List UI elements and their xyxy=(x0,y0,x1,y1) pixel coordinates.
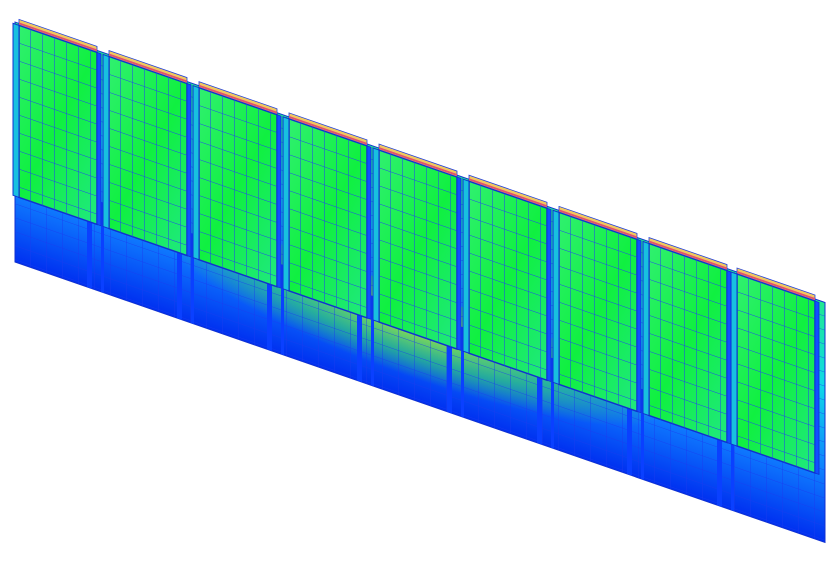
panel xyxy=(462,172,552,383)
panel xyxy=(282,110,372,321)
panel xyxy=(642,234,732,445)
panel xyxy=(552,203,642,414)
wall xyxy=(12,16,826,544)
panel xyxy=(372,141,462,352)
panel xyxy=(102,47,192,258)
panel xyxy=(730,265,820,476)
panel xyxy=(12,16,102,227)
panel xyxy=(192,78,282,289)
